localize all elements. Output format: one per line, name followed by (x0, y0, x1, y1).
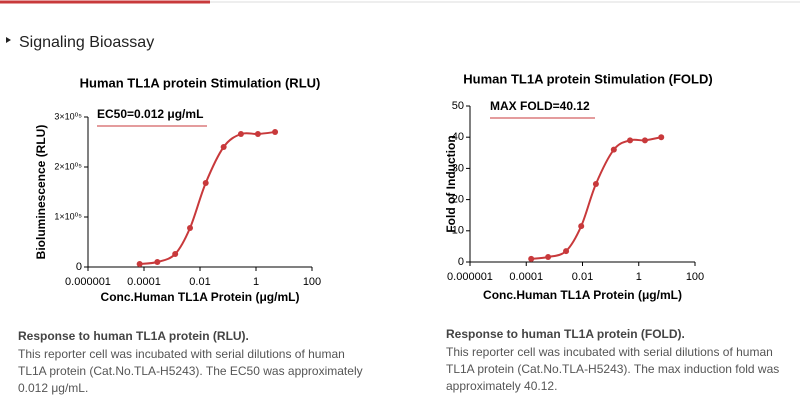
chart-title: Human TL1A protein Stimulation (FOLD) (463, 71, 712, 86)
data-point (187, 225, 194, 231)
x-axis-label: Conc.Human TL1A Protein (μg/mL) (483, 288, 682, 302)
data-point (627, 137, 634, 144)
data-point (202, 180, 209, 186)
caption-title: Response to human TL1A protein (FOLD). (446, 327, 685, 341)
y-axis-label: Fold of Induction (444, 135, 458, 232)
y-tick-label: 2×10⁰⁵ (54, 161, 82, 171)
y-tick-label: 3×10⁰⁵ (54, 111, 82, 121)
y-tick-label: 0 (76, 261, 82, 273)
data-point (254, 131, 261, 137)
x-tick-label: 100 (303, 276, 321, 288)
x-tick-label: 0.0001 (509, 271, 543, 283)
data-point (237, 131, 244, 137)
section-title: Signaling Bioassay (6, 34, 154, 52)
annotation: MAX FOLD=40.12 (490, 99, 590, 113)
y-tick-label: 30 (452, 162, 464, 174)
y-tick-label: 0 (458, 256, 464, 268)
y-tick-label: 50 (452, 100, 464, 112)
data-point (578, 223, 585, 230)
y-tick-label: 40 (452, 131, 464, 143)
data-point (220, 144, 227, 150)
x-tick-label: 0.000001 (65, 276, 111, 288)
y-tick-label: 20 (452, 194, 464, 206)
x-tick-label: 100 (686, 271, 704, 283)
caption: Response to human TL1A protein (FOLD). Th… (446, 326, 791, 395)
data-point (641, 137, 648, 144)
data-point (172, 251, 179, 257)
chart-title: Human TL1A protein Stimulation (RLU) (80, 75, 321, 90)
y-tick-label: 10 (452, 225, 464, 237)
data-point (545, 254, 552, 261)
data-point (592, 181, 599, 187)
annotation: EC50=0.012 μg/mL (97, 107, 203, 121)
caption-text: This reporter cell was incubated with se… (18, 347, 363, 395)
x-axis-label: Conc.Human TL1A Protein (μg/mL) (101, 290, 300, 304)
y-tick-label: 1×10⁰⁵ (54, 211, 82, 221)
x-tick-label: 0.0001 (127, 276, 161, 288)
y-axis-label: Bioluminescence (RLU) (34, 125, 48, 260)
x-tick-label: 0.000001 (447, 271, 493, 283)
data-point (154, 259, 161, 265)
x-tick-label: 1 (253, 276, 259, 288)
x-tick-label: 0.01 (189, 276, 210, 288)
x-tick-label: 1 (636, 271, 642, 283)
caption-text: This reporter cell was incubated with se… (446, 345, 780, 393)
data-point (563, 248, 570, 255)
data-point (272, 129, 279, 135)
caption-title: Response to human TL1A protein (RLU). (18, 329, 249, 343)
data-point (658, 134, 665, 141)
curve (139, 131, 276, 265)
data-point (136, 261, 143, 267)
caption: Response to human TL1A protein (RLU). Thi… (18, 328, 363, 397)
data-point (528, 255, 535, 262)
data-point (610, 146, 617, 153)
x-tick-label: 0.01 (572, 271, 593, 283)
curve (531, 136, 662, 260)
